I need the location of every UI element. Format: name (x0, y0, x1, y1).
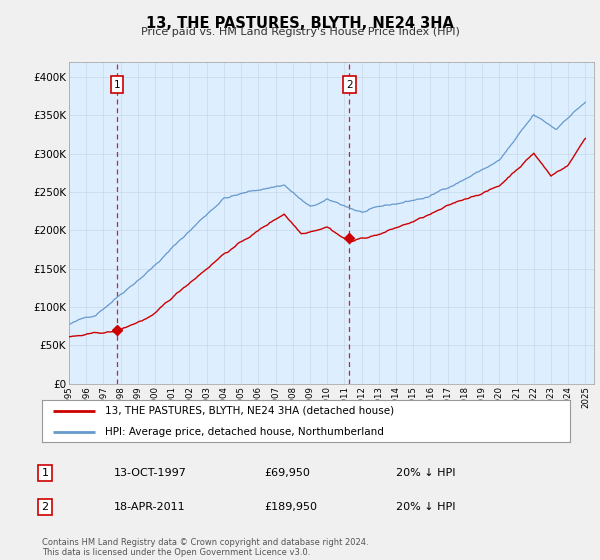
Text: 20% ↓ HPI: 20% ↓ HPI (396, 502, 455, 512)
Text: 18-APR-2011: 18-APR-2011 (114, 502, 185, 512)
Text: Price paid vs. HM Land Registry's House Price Index (HPI): Price paid vs. HM Land Registry's House … (140, 27, 460, 37)
Text: £69,950: £69,950 (264, 468, 310, 478)
Text: 13, THE PASTURES, BLYTH, NE24 3HA: 13, THE PASTURES, BLYTH, NE24 3HA (146, 16, 454, 31)
Text: HPI: Average price, detached house, Northumberland: HPI: Average price, detached house, Nort… (106, 427, 384, 437)
Text: 20% ↓ HPI: 20% ↓ HPI (396, 468, 455, 478)
Text: 2: 2 (346, 80, 353, 90)
Text: 13, THE PASTURES, BLYTH, NE24 3HA (detached house): 13, THE PASTURES, BLYTH, NE24 3HA (detac… (106, 406, 394, 416)
Text: £189,950: £189,950 (264, 502, 317, 512)
Text: 2: 2 (41, 502, 49, 512)
Text: Contains HM Land Registry data © Crown copyright and database right 2024.
This d: Contains HM Land Registry data © Crown c… (42, 538, 368, 557)
Text: 1: 1 (41, 468, 49, 478)
Text: 1: 1 (114, 80, 121, 90)
Text: 13-OCT-1997: 13-OCT-1997 (114, 468, 187, 478)
